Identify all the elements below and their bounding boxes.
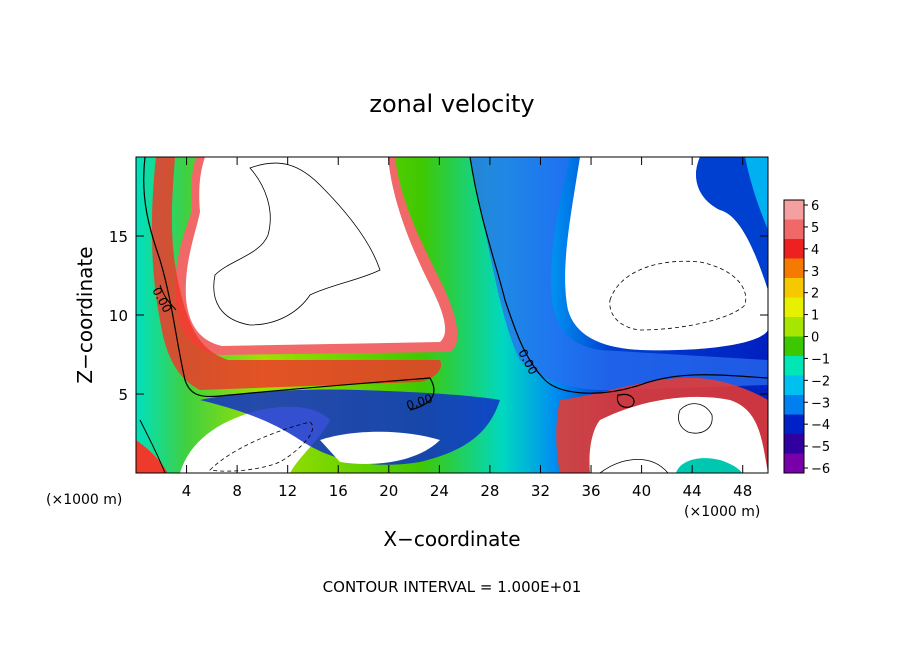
x-tick-label: 4 <box>182 482 192 500</box>
colorbar-swatch <box>784 278 804 298</box>
x-tick-label: 28 <box>480 482 499 500</box>
colorbar-swatch <box>784 239 804 259</box>
x-tick-label: 48 <box>733 482 752 500</box>
y-tick-label: 15 <box>109 228 128 246</box>
x-axis-label: X−coordinate <box>383 527 520 551</box>
x-unit-right: (×1000 m) <box>684 504 760 520</box>
colorbar-tick-label: −5 <box>811 440 830 455</box>
colorbar-swatch <box>784 356 804 376</box>
colorbar-swatch <box>784 317 804 337</box>
x-tick-label: 16 <box>329 482 348 500</box>
x-axis-ticks: 4 8 12 16 20 24 28 32 36 40 44 48 <box>182 157 752 500</box>
contour-lines <box>139 157 768 473</box>
colorbar-tick-label: −3 <box>811 396 830 411</box>
colorbar-tick-label: −2 <box>811 374 830 389</box>
colorbar-tick-label: −1 <box>811 352 830 367</box>
colorbar-swatch <box>784 336 804 357</box>
y-axis-label: Z−coordinate <box>73 246 97 383</box>
colorbar-swatch <box>784 434 804 454</box>
colorbar-swatch <box>784 200 804 220</box>
colorbar-swatch <box>784 414 804 435</box>
colorbar-tick-label: −4 <box>811 418 830 433</box>
chart-title: zonal velocity <box>369 90 534 118</box>
colorbar-swatch <box>784 219 804 240</box>
colorbar-swatch <box>784 395 804 415</box>
x-tick-label: 44 <box>683 482 702 500</box>
colorbar-tick-label: 4 <box>811 243 819 258</box>
heatmap-field <box>136 157 768 473</box>
x-tick-label: 12 <box>278 482 297 500</box>
colorbar-swatch <box>784 297 804 318</box>
colorbar-tick-label: 5 <box>811 221 819 236</box>
y-tick-label: 10 <box>109 307 128 325</box>
colorbar-swatch <box>784 258 804 279</box>
x-tick-label: 8 <box>232 482 242 500</box>
colorbar-tick-label: 6 <box>811 199 819 214</box>
colorbar-swatch <box>784 375 804 396</box>
colorbar-tick-label: −6 <box>811 462 830 477</box>
colorbar: 6 5 4 3 2 1 0 −1 −2 −3 −4 −5 −6 <box>783 199 830 477</box>
x-tick-label: 36 <box>581 482 600 500</box>
x-tick-label: 40 <box>632 482 651 500</box>
x-tick-label: 32 <box>531 482 550 500</box>
x-tick-label: 20 <box>379 482 398 500</box>
x-unit-left: (×1000 m) <box>46 492 122 508</box>
colorbar-tick-label: 2 <box>811 287 819 302</box>
colorbar-tick-label: 0 <box>811 331 819 346</box>
colorbar-tick-label: 3 <box>811 265 819 280</box>
contour-interval-note: CONTOUR INTERVAL = 1.000E+01 <box>323 578 582 596</box>
x-tick-label: 24 <box>430 482 449 500</box>
colorbar-tick-label: 1 <box>811 309 819 324</box>
colorbar-swatch <box>784 453 804 474</box>
y-axis-ticks: 5 10 15 <box>109 228 768 404</box>
y-tick-label: 5 <box>118 386 128 404</box>
